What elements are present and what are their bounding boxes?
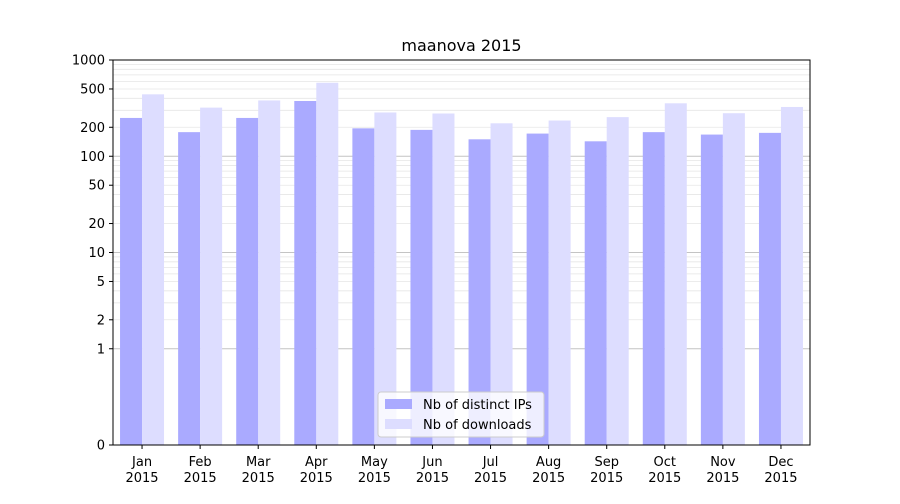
bar-downloads	[664, 103, 687, 445]
x-tick-label: Jun 2015	[416, 455, 449, 486]
x-tick-label-line: Nov	[710, 455, 736, 470]
x-tick-label-line: Jun	[421, 455, 442, 470]
bar-downloads	[142, 94, 165, 445]
y-tick-label: 1000	[72, 54, 105, 69]
y-tick-label: 1	[97, 342, 105, 357]
x-tick-label-line: 2015	[358, 471, 391, 486]
bar-ips	[526, 133, 549, 445]
x-tick-label-line: 2015	[590, 471, 623, 486]
bar-downloads	[548, 120, 571, 445]
x-tick-label-line: Mar	[246, 455, 271, 470]
x-tick-label-line: 2015	[764, 471, 797, 486]
bar-ips	[178, 132, 201, 445]
x-tick-label: Feb 2015	[184, 455, 217, 486]
bars	[120, 82, 803, 446]
x-tick-label: Mar 2015	[242, 455, 275, 486]
x-tick-label-line: Jan	[131, 455, 152, 470]
y-axis: 0 1 2 5 10 20 50 100 200 500 1000	[72, 54, 113, 454]
legend-label: Nb of distinct IPs	[423, 398, 532, 413]
bar-ips	[120, 117, 143, 445]
x-tick-label-line: Feb	[189, 455, 212, 470]
y-tick-label: 200	[80, 121, 105, 136]
bar-downloads	[374, 112, 397, 445]
x-tick-label-line: Aug	[536, 455, 561, 470]
x-tick-label-line: 2015	[300, 471, 333, 486]
x-tick-label-line: 2015	[532, 471, 565, 486]
bar-ips	[642, 132, 665, 445]
x-tick-label: Sep 2015	[590, 455, 623, 486]
x-tick-label: May 2015	[358, 455, 391, 486]
x-tick-label-line: Dec	[768, 455, 793, 470]
y-tick-label: 500	[80, 82, 105, 97]
chart-title: maanova 2015	[401, 36, 521, 55]
x-tick-label-line: May	[361, 455, 388, 470]
x-tick-label-line: 2015	[416, 471, 449, 486]
x-tick-label: Nov 2015	[706, 455, 739, 486]
legend-swatch	[385, 419, 412, 429]
y-tick-label: 2	[97, 313, 105, 328]
legend-label: Nb of downloads	[423, 418, 532, 433]
bar-ips	[352, 128, 375, 445]
bar-ips	[468, 139, 491, 446]
bar-downloads	[780, 106, 803, 445]
bar-downloads	[722, 113, 745, 446]
bar-ips	[236, 117, 259, 445]
x-tick-label-line: Oct	[654, 455, 676, 470]
y-tick-label: 0	[97, 439, 105, 454]
x-tick-label: Apr 2015	[300, 455, 333, 486]
x-tick-label-line: Sep	[594, 455, 619, 470]
y-tick-label: 50	[88, 179, 105, 194]
bar-downloads	[490, 123, 513, 446]
bar-downloads	[258, 100, 281, 445]
x-tick-label: Jan 2015	[125, 455, 158, 486]
bar-ips	[584, 141, 607, 446]
x-tick-label: Oct 2015	[648, 455, 681, 486]
bar-ips	[294, 100, 317, 446]
legend-box	[377, 391, 545, 438]
x-tick-label-line: 2015	[125, 471, 158, 486]
y-tick-label: 20	[88, 217, 105, 232]
y-tick-label: 100	[80, 150, 105, 165]
x-tick-label-line: 2015	[474, 471, 507, 486]
x-tick-label-line: 2015	[706, 471, 739, 486]
legend: Nb of distinct IPs Nb of downloads	[377, 391, 545, 438]
x-tick-label: Dec 2015	[764, 455, 797, 486]
x-tick-label: Jul 2015	[474, 455, 507, 486]
x-tick-label-line: 2015	[242, 471, 275, 486]
x-tick-label-line: 2015	[648, 471, 681, 486]
y-tick-label: 5	[97, 275, 105, 290]
bar-downloads	[432, 113, 455, 446]
y-tick-label: 10	[88, 246, 105, 261]
bar-ips	[410, 129, 433, 445]
x-tick-label-line: Jul	[482, 455, 499, 470]
x-tick-label: Aug 2015	[532, 455, 565, 486]
bar-ips	[700, 134, 723, 446]
bar-downloads	[606, 117, 629, 445]
x-tick-label-line: Apr	[305, 455, 328, 470]
x-tick-label-line: 2015	[184, 471, 217, 486]
bar-downloads	[316, 82, 339, 446]
bar-downloads	[200, 107, 223, 445]
legend-swatch	[385, 399, 412, 409]
minor-gridlines	[113, 64, 810, 321]
bar-ips	[758, 132, 781, 445]
